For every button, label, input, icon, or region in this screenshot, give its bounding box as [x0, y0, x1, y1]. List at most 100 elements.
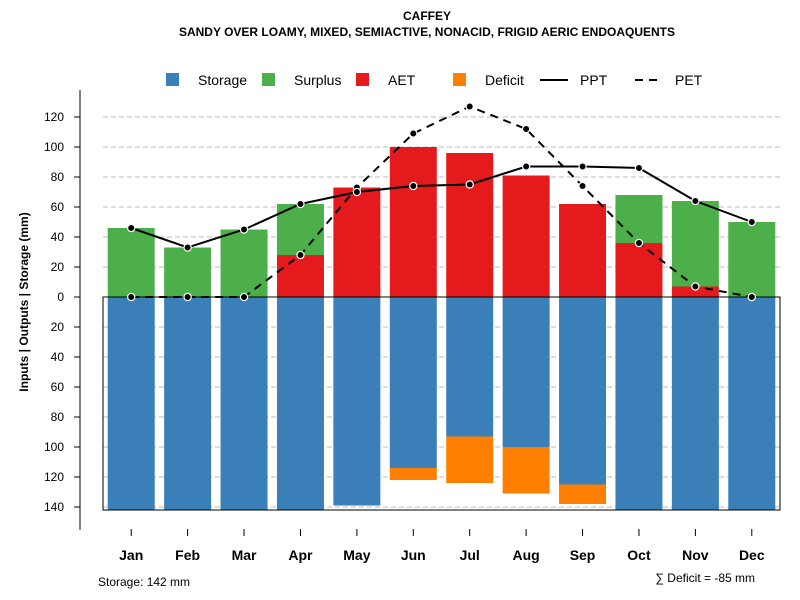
x-tick-label: Sep — [570, 547, 596, 563]
storage-footnote: Storage: 142 mm — [98, 575, 190, 589]
bar-deficit — [559, 484, 607, 504]
bars — [107, 147, 776, 510]
bar-storage — [446, 297, 494, 437]
bar-storage — [389, 297, 437, 468]
chart-subtitle: SANDY OVER LOAMY, MIXED, SEMIACTIVE, NON… — [179, 25, 675, 39]
bar-storage — [164, 297, 212, 510]
legend-label-pet: PET — [675, 72, 703, 88]
y-tick-label: 120 — [44, 470, 64, 484]
y-tick-label: 120 — [44, 110, 64, 124]
bar-surplus — [164, 247, 212, 297]
y-tick-label: 40 — [51, 350, 65, 364]
bar-aet — [276, 255, 324, 297]
x-tick-label: Dec — [739, 547, 765, 563]
bar-deficit — [446, 436, 494, 483]
bar-storage — [502, 297, 550, 447]
legend-swatch-storage — [166, 73, 179, 86]
x-tick-label: Jun — [401, 547, 426, 563]
bar-surplus — [671, 201, 719, 287]
bar-storage — [276, 297, 324, 510]
legend-label-storage: Storage — [198, 72, 247, 88]
y-tick-label: 40 — [51, 230, 65, 244]
pet-point — [578, 181, 587, 191]
legend-swatch-aet — [356, 73, 369, 86]
ppt-point — [578, 162, 587, 171]
x-tick-label: Aug — [513, 547, 540, 563]
grid-lines — [103, 116, 780, 508]
bar-surplus — [107, 228, 155, 297]
bar-storage — [728, 297, 776, 510]
pet-point — [296, 250, 305, 260]
ppt-point — [465, 180, 474, 189]
bar-storage — [333, 297, 381, 506]
pet-point — [747, 292, 756, 302]
bar-surplus — [615, 195, 663, 243]
y-tick-label: 100 — [44, 140, 64, 154]
x-tick-label: Oct — [627, 547, 651, 563]
bar-storage — [671, 297, 719, 510]
bar-deficit — [389, 468, 437, 480]
legend-label-aet: AET — [388, 72, 416, 88]
legend-swatch-surplus — [262, 73, 275, 86]
pet-point — [691, 282, 700, 291]
y-tick-label: 60 — [51, 200, 65, 214]
legend-label-ppt: PPT — [580, 72, 608, 88]
bar-surplus — [220, 229, 268, 297]
bar-storage — [107, 297, 155, 510]
bar-storage — [615, 297, 663, 510]
bar-deficit — [502, 447, 550, 494]
ppt-point — [352, 187, 362, 197]
bar-storage — [559, 297, 607, 485]
bar-surplus — [276, 204, 324, 255]
y-tick-label: 20 — [51, 260, 65, 274]
axes: 140 120 100 80 60 40 20 0 20 40 60 80 100 120 Jan Feb Ma… — [44, 90, 781, 563]
bar-aet — [671, 286, 719, 297]
pet-point — [465, 102, 474, 111]
ppt-point — [634, 163, 644, 173]
ppt-point — [296, 199, 305, 209]
x-tick-label: Feb — [175, 547, 200, 563]
ppt-point — [127, 223, 136, 233]
y-tick-label: 140 — [44, 500, 64, 514]
y-tick-label: 80 — [51, 410, 65, 424]
y-tick-label: 0 — [57, 290, 64, 304]
ppt-point — [747, 217, 756, 227]
ppt-point — [521, 162, 531, 171]
pet-point — [183, 292, 192, 302]
y-tick-label: 60 — [51, 380, 65, 394]
legend-label-deficit: Deficit — [485, 72, 524, 88]
bar-aet — [615, 243, 663, 297]
legend-swatch-deficit — [453, 73, 466, 86]
bar-aet — [502, 175, 550, 297]
ppt-point — [691, 196, 700, 206]
ppt-point — [409, 181, 418, 191]
y-tick-label: 80 — [51, 170, 65, 184]
pet-point — [634, 238, 644, 248]
pet-point — [127, 292, 136, 302]
deficit-footnote: ∑ Deficit = -85 mm — [655, 571, 755, 585]
series-lines — [127, 102, 756, 302]
bar-storage — [220, 297, 268, 510]
legend: Storage Surplus AET Deficit PPT PET — [166, 72, 703, 88]
legend-label-surplus: Surplus — [294, 72, 341, 88]
bar-aet — [389, 147, 437, 297]
bar-aet — [333, 187, 381, 297]
ppt-point — [239, 225, 249, 234]
bar-surplus — [728, 222, 776, 297]
pet-line — [131, 105, 752, 298]
ppt-point — [183, 243, 192, 252]
pet-point — [521, 124, 531, 134]
bar-aet — [446, 153, 494, 297]
chart-title: CAFFEY — [403, 9, 451, 23]
ppt-line — [130, 165, 753, 249]
bar-aet — [559, 204, 607, 297]
x-tick-label: Jan — [119, 547, 143, 563]
pet-point — [239, 292, 249, 302]
x-tick-label: Jul — [460, 547, 480, 563]
x-tick-label: Nov — [682, 547, 709, 563]
x-tick-label: Mar — [232, 547, 257, 563]
y-axis-label: Inputs | Outputs | Storage (mm) — [17, 212, 31, 391]
x-tick-label: May — [343, 547, 370, 563]
x-tick-label: Apr — [288, 547, 313, 563]
